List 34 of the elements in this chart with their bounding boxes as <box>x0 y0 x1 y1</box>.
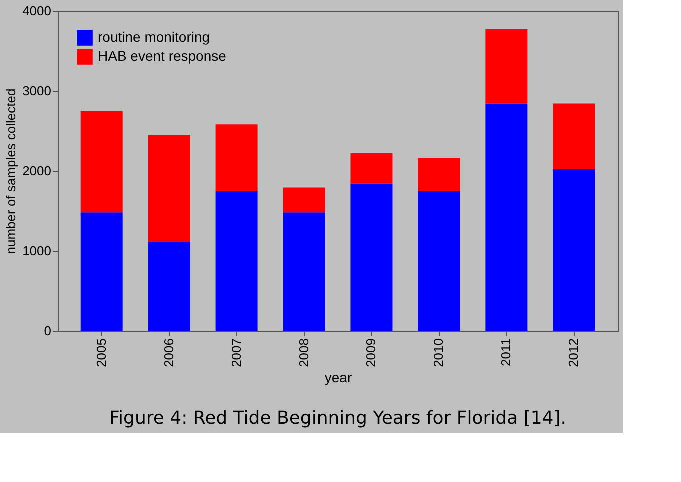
bar <box>350 153 393 184</box>
bar <box>148 135 190 242</box>
y-tick-label: 1000 <box>22 244 52 258</box>
bar <box>216 124 258 191</box>
bar <box>80 111 123 213</box>
x-tick-label: 2006 <box>161 338 176 368</box>
bar <box>216 191 258 331</box>
bar <box>350 184 393 331</box>
x-tick-label: 2012 <box>566 338 582 368</box>
bar <box>418 191 460 331</box>
y-tick-label: 0 <box>44 324 52 338</box>
bar <box>418 158 460 191</box>
bar <box>553 169 596 331</box>
x-tick-label: 2007 <box>228 338 244 368</box>
bar <box>283 188 326 213</box>
y-tick-label: 3000 <box>22 84 52 98</box>
y-tick-label: 4000 <box>22 4 52 18</box>
bar <box>80 212 123 331</box>
x-tick-label: 2010 <box>431 338 446 368</box>
bar <box>486 29 528 104</box>
legend-label: routine monitoring <box>98 29 210 45</box>
bar <box>148 242 190 331</box>
caption: Figure 4: Red Tide Beginning Years for Florida [14]. <box>109 408 567 429</box>
legend-label: HAB event response <box>98 48 227 64</box>
y-tick-label: 2000 <box>22 164 52 178</box>
x-axis-title: year <box>324 369 352 386</box>
bar <box>553 104 596 170</box>
y-axis-title: number of samples collected <box>4 88 19 254</box>
bar <box>486 104 528 331</box>
x-tick-label: 2008 <box>296 338 312 368</box>
x-tick-label: 2005 <box>94 338 109 368</box>
x-tick-label: 2009 <box>364 338 379 368</box>
x-tick-label: 2011 <box>498 338 514 366</box>
bar <box>283 212 326 331</box>
